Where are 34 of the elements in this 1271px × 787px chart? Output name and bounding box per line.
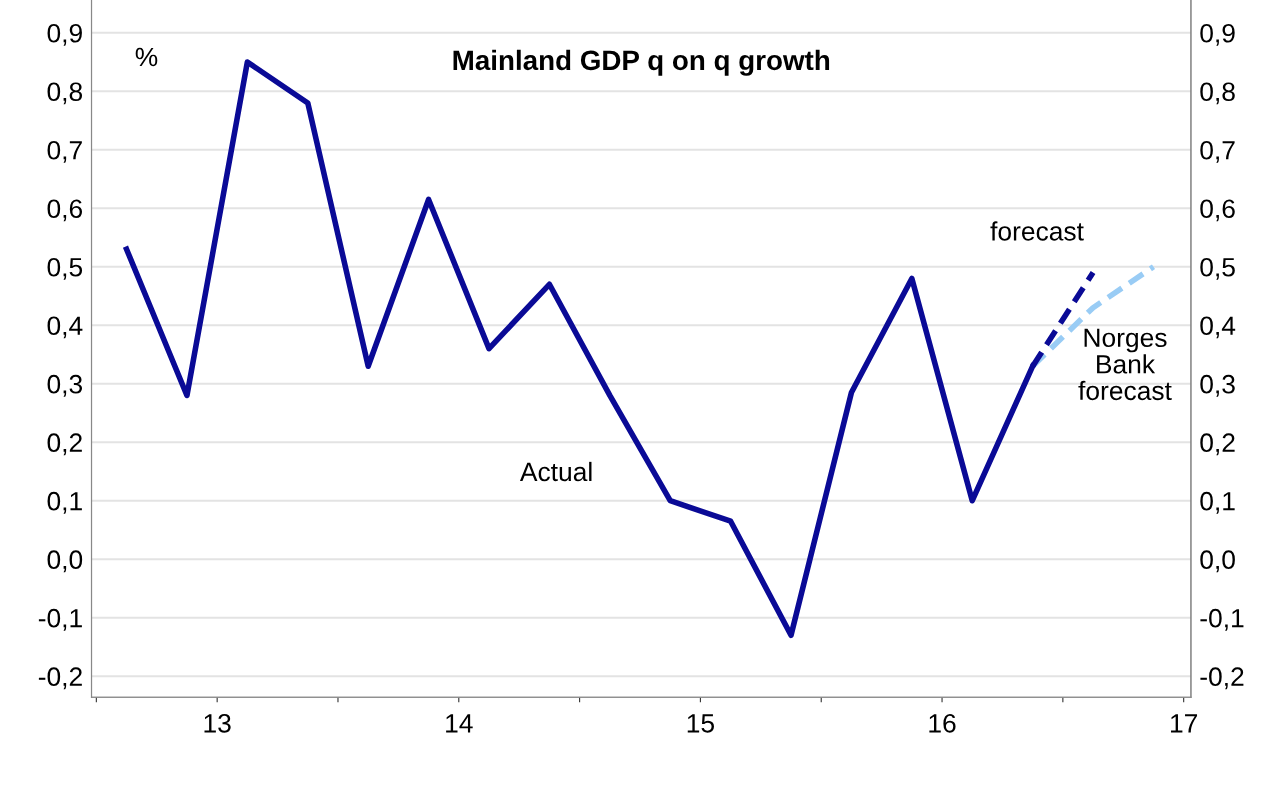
y2-tick-label: 0,4: [1200, 316, 1236, 339]
y2-tick-label: -0,1: [1200, 608, 1244, 631]
y-tick-label: 0,1: [47, 491, 82, 514]
y-axis-title: %: [135, 47, 158, 67]
text: Mainland GDP q on q growth: [453, 49, 830, 76]
y-tick-label: 0,9: [47, 23, 82, 46]
x-tick-label: 17: [1171, 714, 1198, 733]
y2-tick-label: 0,8: [1200, 82, 1235, 105]
x-tick-label: 16: [929, 713, 956, 733]
y2-tick-label: 0,9: [1200, 23, 1235, 46]
y-tick-label: 0,7: [47, 140, 82, 163]
y2-tick-label: 0,3: [1200, 374, 1235, 397]
y2-tick-label: 0,6: [1200, 199, 1235, 222]
y2-tick-label: 0,7: [1200, 140, 1235, 163]
series-label: Norges Bank forecast: [1078, 328, 1172, 401]
y-tick-label: 0,5: [47, 257, 83, 280]
x-tick-label: 14: [446, 714, 473, 733]
y-tick-label: 0,3: [47, 374, 83, 397]
y-tick-label: 0,6: [47, 199, 83, 222]
x-tick-label: 13: [204, 713, 231, 733]
y-tick-label: 0,2: [47, 433, 82, 456]
y2-tick-label: -0,2: [1200, 667, 1244, 690]
y-tick-label: -0,2: [38, 667, 82, 690]
y-tick-label: 0,0: [47, 550, 83, 573]
y2-tick-label: 0,5: [1200, 257, 1235, 280]
series-label: forecast: [990, 221, 1084, 241]
x-tick-label: 15: [687, 714, 714, 733]
series-label: Actual: [519, 461, 592, 482]
y2-tick-label: 0,1: [1200, 491, 1235, 514]
y2-tick-label: 0,0: [1200, 550, 1235, 573]
y2-tick-label: 0,2: [1200, 433, 1235, 456]
y-tick-label: -0,1: [38, 608, 82, 631]
y-tick-label: 0,8: [47, 82, 83, 105]
y-tick-label: 0,4: [47, 316, 83, 339]
